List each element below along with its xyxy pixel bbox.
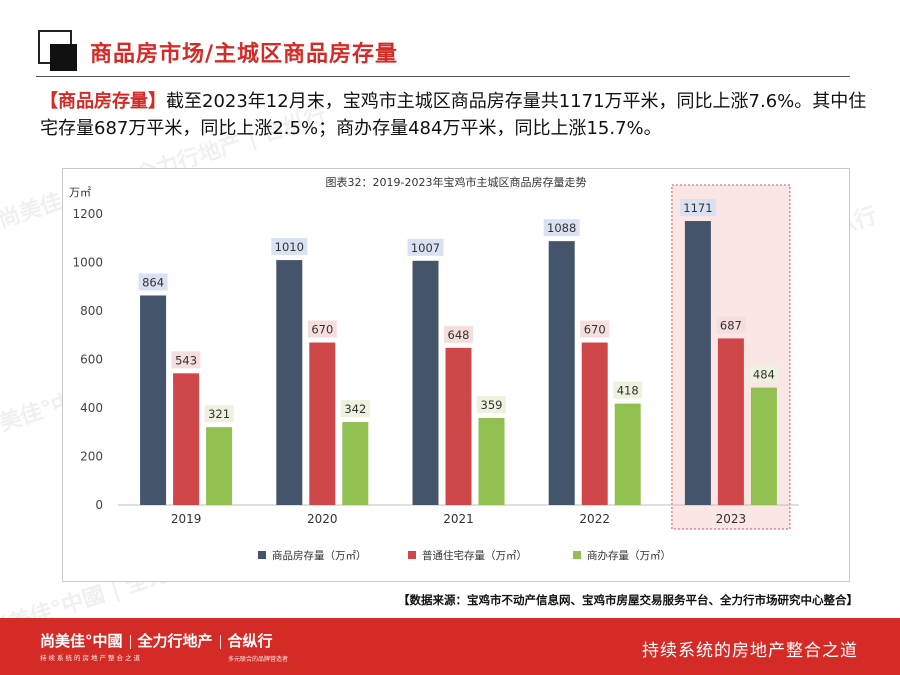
data-label-bg (477, 395, 506, 413)
legend-swatch (258, 551, 266, 559)
data-label-bg (716, 316, 746, 334)
data-label-bg (679, 199, 716, 217)
y-tick-label: 800 (80, 304, 103, 318)
data-label-bg (307, 320, 337, 338)
bar (581, 342, 608, 505)
data-label: 1171 (683, 201, 712, 215)
data-label: 418 (617, 384, 639, 398)
summary-paragraph: 【商品房存量】截至2023年12月末，宝鸡市主城区商品房存量共1171万平米，同… (40, 88, 870, 142)
x-tick-label: 2023 (716, 512, 747, 526)
data-label-bg (407, 238, 444, 256)
footer-bar: 尚美佳°中國 全力行地产 合纵行 持续系统的房地产整合之道 多元联合的品牌营造者 持… (0, 618, 900, 675)
x-tick-label: 2021 (443, 512, 474, 526)
x-tick-label: 2019 (171, 512, 202, 526)
chart-title: 图表32：2019-2023年宝鸡市主城区商品房存量走势 (326, 175, 587, 189)
brand-hezongxing: 合纵行 (227, 632, 273, 650)
footer-slogan: 持续系统的房地产整合之道 (642, 641, 858, 661)
page-title: 商品房市场/主城区商品房存量 (90, 42, 399, 67)
x-tick-label: 2020 (307, 512, 338, 526)
data-label: 648 (448, 328, 470, 342)
bar (276, 260, 303, 505)
bar (173, 373, 200, 505)
data-label: 1007 (411, 241, 440, 255)
data-label: 342 (344, 402, 366, 416)
data-label-bg (340, 400, 370, 418)
y-tick-label: 200 (80, 450, 103, 464)
bar (614, 403, 641, 505)
bar (684, 221, 711, 505)
data-label: 864 (142, 275, 164, 289)
data-label: 687 (720, 318, 742, 332)
bar (412, 260, 439, 505)
data-label-bg (543, 219, 580, 237)
brand-separator (129, 634, 131, 649)
brand-quanlixing: 全力行地产 (137, 632, 213, 650)
y-tick-label: 400 (80, 401, 103, 415)
brand-shangmeijia: 尚美佳°中國 (40, 632, 123, 650)
data-label: 1088 (547, 221, 576, 235)
data-label-bg (580, 320, 610, 338)
legend-label: 商品房存量（万㎡） (272, 549, 367, 562)
bar (342, 422, 369, 505)
brand-separator (219, 634, 221, 649)
data-label-bg (613, 381, 643, 399)
data-label: 543 (175, 353, 197, 367)
header-divider (36, 76, 850, 77)
data-label-bg (204, 405, 234, 423)
bar (445, 347, 472, 505)
footer-tagline: 持续系统的房地产整合之道 (40, 654, 142, 662)
data-label-bg (138, 273, 168, 291)
legend-swatch (573, 551, 581, 559)
y-tick-label: 0 (95, 498, 103, 512)
data-label: 484 (753, 368, 775, 382)
y-tick-label: 1000 (72, 256, 103, 270)
data-label-bg (749, 365, 779, 383)
y-axis-unit: 万㎡ (69, 186, 91, 199)
data-source-note: 【数据来源：宝鸡市不动产信息网、宝鸡市房屋交易服务平台、全力行市场研究中心整合】 (398, 593, 858, 607)
bar (717, 338, 744, 505)
legend-label: 普通住宅存量（万㎡） (422, 549, 527, 562)
chart-panel: 图表32：2019-2023年宝鸡市主城区商品房存量走势万㎡ 0 200 400 600… (62, 168, 850, 582)
y-tick-label: 1200 (72, 207, 103, 221)
header-decor-fill (50, 44, 77, 71)
x-tick-label: 2022 (579, 512, 610, 526)
data-label: 321 (208, 407, 230, 421)
footer-brand: 尚美佳°中國 全力行地产 合纵行 (40, 630, 273, 651)
data-label-bg (171, 351, 201, 369)
bar (750, 387, 777, 505)
data-label: 359 (481, 398, 503, 412)
bar (206, 427, 233, 505)
bar (548, 241, 575, 505)
data-label: 1010 (275, 240, 304, 254)
data-label-bg (444, 325, 473, 343)
data-label: 670 (584, 323, 606, 337)
y-tick-label: 600 (80, 353, 103, 367)
legend-label: 商办存量（万㎡） (587, 549, 671, 562)
legend-swatch (408, 551, 416, 559)
bar (140, 295, 167, 505)
data-label: 670 (311, 323, 333, 337)
data-label-bg (271, 238, 308, 256)
summary-text: 截至2023年12月末，宝鸡市主城区商品房存量共1171万平米，同比上涨7.6%… (40, 91, 867, 139)
footer-tagline-2: 多元联合的品牌营造者 (228, 656, 289, 663)
bar (478, 417, 505, 505)
bar (309, 342, 336, 505)
summary-tag: 【商品房存量】 (40, 91, 166, 112)
